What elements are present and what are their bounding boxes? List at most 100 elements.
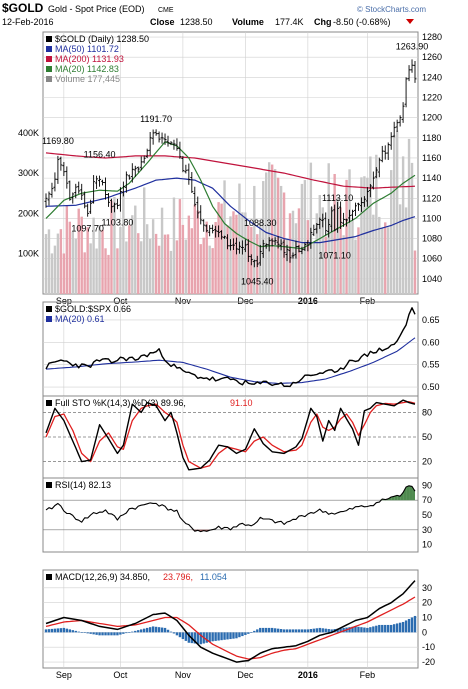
volume-bar [321, 207, 324, 294]
instrument-name: Gold - Spot Price (EOD) [48, 4, 145, 14]
volume-bar [101, 229, 104, 294]
ma50-line [45, 177, 416, 244]
macd-histogram-bar [107, 632, 110, 636]
x-axis-label: Feb [360, 296, 376, 306]
macd-histogram-bar [318, 627, 321, 633]
volume-bar [369, 156, 372, 294]
volume-bar [318, 195, 321, 294]
symbol-title: $GOLD [2, 1, 44, 15]
volume-bar [92, 217, 95, 294]
volume-bar [253, 185, 256, 294]
price-annotation: 1156.40 [84, 150, 116, 160]
macd-histogram-bar [256, 629, 259, 633]
volume-bar [324, 236, 327, 294]
x-axis-label: Feb [360, 670, 376, 680]
volume-bar [208, 245, 211, 294]
macd-histogram-bar [151, 626, 155, 633]
volume-bar [276, 177, 280, 294]
macd-histogram-bar [273, 628, 277, 633]
macd-signal-line [45, 596, 416, 660]
x-axis-label: Oct [113, 670, 128, 680]
macd-histogram-bar [276, 628, 280, 633]
macd-histogram-bar [226, 632, 229, 640]
volume-bar [169, 250, 173, 294]
x-axis-label: 2016 [298, 670, 318, 680]
volume-bar [148, 238, 152, 294]
macd-histogram-bar [122, 632, 125, 634]
volume-bar [184, 239, 188, 294]
legend-label: MA(50) 1101.72 [55, 44, 119, 54]
volume-bar [407, 138, 411, 294]
volume-bar [270, 164, 274, 294]
legend-label: RSI(14) 82.13 [55, 480, 111, 490]
macd-histogram-bar [413, 615, 417, 633]
macd-histogram-bar [137, 630, 140, 633]
macd-histogram-bar [285, 629, 289, 633]
price-annotation: 1169.80 [42, 136, 74, 146]
x-axis-label: Sep [56, 296, 72, 306]
volume-bar [65, 205, 69, 294]
ratio-tick-label: 0.60 [422, 337, 440, 347]
volume-bar [375, 154, 378, 294]
macd-histogram-bar [303, 629, 307, 633]
volume-bar [339, 207, 342, 294]
macd-panel-frame [42, 569, 419, 669]
volume-bar [294, 223, 298, 294]
macd-histogram-bar [80, 632, 83, 633]
legend-swatch [46, 316, 52, 322]
macd-histogram-bar [104, 632, 107, 636]
change-down-icon [406, 19, 414, 24]
legend-label: $GOLD (Daily) 1238.50 [55, 34, 149, 44]
volume-bar [83, 252, 86, 294]
macd-histogram-bar [205, 632, 208, 643]
macd-histogram-bar [50, 628, 54, 633]
volume-bar [267, 162, 271, 294]
volume-bar [345, 179, 348, 294]
volume-bar [172, 197, 176, 294]
rsi-tick-label: 30 [422, 525, 432, 535]
macd-histogram-bar [342, 627, 345, 633]
macd-histogram-bar [157, 627, 161, 633]
macd-histogram-bar [235, 632, 238, 639]
macd-histogram-bar [324, 628, 327, 633]
macd-histogram-bar [404, 620, 408, 633]
volume-bar [50, 253, 54, 294]
macd-histogram-bar [128, 632, 131, 633]
macd-histogram-bar [244, 632, 247, 635]
volume-bar [193, 204, 196, 294]
volume-bar [229, 216, 232, 294]
exchange-label: CME [158, 7, 174, 14]
price-annotation: 1103.80 [101, 218, 133, 228]
macd-histogram-bar [59, 628, 63, 633]
price-tick-label: 1100 [422, 213, 441, 223]
volume-bar [354, 239, 357, 294]
macd-histogram-bar [184, 632, 188, 641]
volume-bar [163, 234, 167, 294]
rsi-tick-label: 50 [422, 510, 432, 520]
macd-histogram-bar [282, 629, 286, 633]
x-axis-label: Nov [175, 296, 192, 306]
volume-bar [53, 245, 57, 294]
rsi-overbought-fill [403, 486, 407, 501]
macd-line [45, 580, 416, 663]
volume-bar [398, 204, 402, 294]
macd-histogram-bar [327, 629, 330, 633]
volume-bar [116, 248, 119, 294]
macd-histogram-bar [300, 629, 304, 633]
macd-histogram-bar [125, 632, 128, 634]
volume-bar [125, 241, 128, 294]
macd-histogram-bar [223, 632, 226, 640]
macd-histogram-bar [238, 632, 241, 638]
volume-bar [363, 176, 366, 294]
macd-histogram-bar [378, 624, 381, 633]
volume-bar [244, 212, 247, 294]
macd-histogram-bar [366, 627, 369, 633]
volume-bar [80, 216, 83, 294]
volume-bar [351, 220, 354, 294]
stochastic-tick-label: 20 [422, 457, 432, 467]
macd-histogram-bar [214, 632, 217, 641]
price-tick-label: 1160 [422, 153, 441, 163]
volume-bar [181, 224, 185, 294]
legend-label: Full STO %K(14,3) %D(3) 89.96, [55, 398, 186, 408]
macd-histogram-bar [294, 629, 298, 633]
